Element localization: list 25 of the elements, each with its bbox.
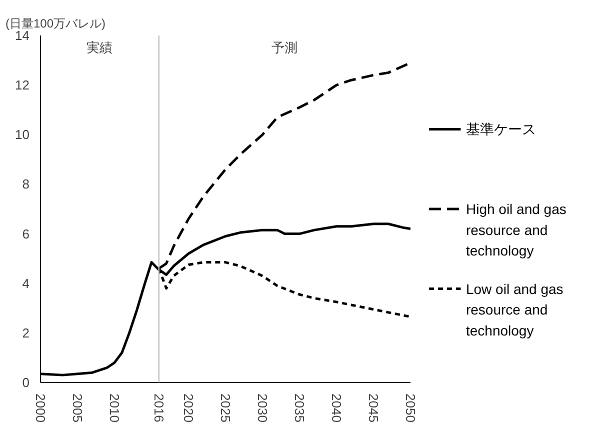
y-tick-label: 10: [15, 127, 30, 142]
x-tick-label: 2010: [107, 394, 122, 422]
y-axis-title: (日量100万バレル): [6, 16, 106, 30]
x-tick-label: 2040: [329, 394, 344, 422]
y-tick-label: 0: [22, 375, 30, 390]
y-tick-label: 4: [22, 276, 30, 291]
annotation: 予測: [272, 40, 298, 56]
x-tick-label: 2020: [181, 394, 196, 422]
legend-label: 基準ケース: [466, 121, 536, 138]
x-tick-label: 2000: [33, 394, 48, 422]
x-tick-label: 2016: [151, 394, 166, 422]
y-tick-label: 8: [22, 176, 30, 192]
legend-label: Low oil and gas resource and technology: [466, 280, 564, 338]
annotation: 実績: [86, 40, 113, 56]
x-tick-label: 2035: [292, 394, 307, 422]
x-tick-label: 2045: [366, 394, 381, 422]
x-tick-label: 2030: [255, 394, 270, 422]
y-tick-label: 6: [22, 226, 30, 242]
x-tick-label: 2025: [218, 394, 233, 422]
y-tick-label: 12: [15, 78, 30, 93]
x-tick-label: 2005: [70, 394, 85, 422]
y-tick-label: 14: [15, 28, 30, 43]
legend-label: High oil and gas resource and technology: [466, 201, 566, 259]
y-tick-label: 2: [22, 325, 30, 340]
x-tick-label: 2050: [403, 394, 418, 422]
